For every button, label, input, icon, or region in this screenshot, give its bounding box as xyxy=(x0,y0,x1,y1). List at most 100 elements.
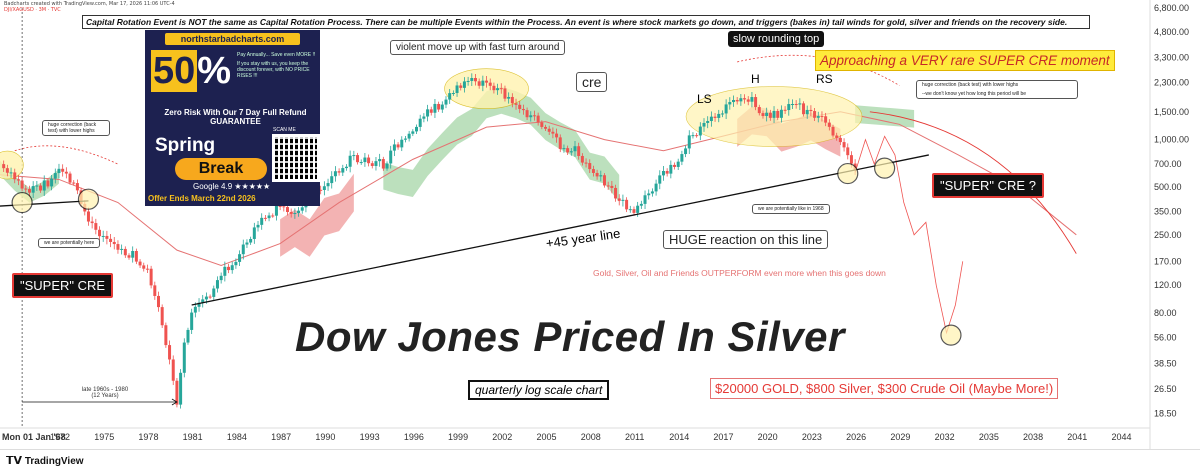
candle-body xyxy=(256,224,260,228)
candle-body xyxy=(223,266,227,276)
candle-body xyxy=(260,217,264,225)
candle-body xyxy=(160,307,164,326)
candle-body xyxy=(50,178,54,187)
candle-body xyxy=(665,170,669,174)
candle-body xyxy=(669,164,673,174)
candle-body xyxy=(98,229,102,237)
candle-body xyxy=(153,285,157,296)
candle-body xyxy=(477,81,481,86)
candle-body xyxy=(614,187,618,199)
candle-body xyxy=(724,104,728,114)
candle-body xyxy=(451,93,455,95)
candle-body xyxy=(625,199,629,210)
candle-body xyxy=(2,164,6,169)
circle-marker xyxy=(837,162,859,185)
candle-body xyxy=(319,189,323,191)
candle-body xyxy=(175,380,179,405)
candle-body xyxy=(415,126,419,132)
candle-body xyxy=(813,111,817,118)
ad-url[interactable]: northstarbadcharts.com xyxy=(165,33,300,45)
spring-break-ad[interactable]: northstarbadcharts.com 50% Pay Annually.… xyxy=(145,30,320,206)
candle-body xyxy=(632,209,636,213)
candle-body xyxy=(134,251,138,262)
candle-body xyxy=(754,97,758,108)
candle-body xyxy=(190,312,194,330)
candle-body xyxy=(757,107,761,114)
x-tick-label: 2035 xyxy=(979,432,999,442)
candle-body xyxy=(650,191,654,194)
candle-body xyxy=(27,189,31,193)
candle-body xyxy=(39,185,43,191)
circle-marker xyxy=(77,188,100,210)
candle-body xyxy=(584,162,588,164)
candle-body xyxy=(215,280,219,289)
candle-body xyxy=(794,104,798,106)
tradingview-brand: TradingView xyxy=(24,456,84,467)
candle-body xyxy=(381,159,385,169)
x-tick-label: 2014 xyxy=(669,432,689,442)
annotation-late60s: late 1960s - 1980 (12 Years) xyxy=(75,387,135,399)
candle-body xyxy=(717,113,721,118)
x-tick-label: 2041 xyxy=(1067,432,1087,442)
candle-body xyxy=(536,115,540,123)
candle-body xyxy=(300,207,304,211)
ad-discount-sign: % xyxy=(197,50,232,92)
candle-body xyxy=(636,205,640,213)
candle-body xyxy=(426,109,430,117)
x-tick-label: 2008 xyxy=(581,432,601,442)
circle-marker xyxy=(940,324,962,346)
candle-body xyxy=(9,172,13,174)
cloud-green-1995 xyxy=(383,86,620,203)
annotation-slow-top: slow rounding top xyxy=(728,31,825,47)
candle-body xyxy=(695,135,699,137)
candle-body xyxy=(241,244,245,255)
candle-body xyxy=(680,154,684,162)
candle-body xyxy=(599,175,603,177)
candle-body xyxy=(16,179,20,181)
candle-body xyxy=(485,80,489,83)
candle-body xyxy=(46,180,50,187)
x-tick-label: 1981 xyxy=(183,432,203,442)
candle-body xyxy=(344,166,348,169)
annotation-super-cre-right: "SUPER" CRE ? xyxy=(932,173,1044,198)
candle-body xyxy=(544,126,548,129)
candle-body xyxy=(286,207,289,212)
candle-body xyxy=(521,108,525,111)
candle-body xyxy=(131,251,135,258)
x-tick-label: 2020 xyxy=(758,432,778,442)
candle-body xyxy=(787,104,791,111)
candle-body xyxy=(31,186,35,193)
annotation-targets: $20000 GOLD, $800 Silver, $300 Crude Oil… xyxy=(710,378,1059,399)
candle-body xyxy=(673,164,677,167)
candle-body xyxy=(289,211,293,214)
annotation-super-cre-left: "SUPER" CRE xyxy=(12,273,114,298)
candle-body xyxy=(790,104,794,106)
candle-body xyxy=(720,113,724,115)
candle-body xyxy=(57,168,61,174)
candle-body xyxy=(702,122,706,127)
candle-body xyxy=(842,142,846,148)
candle-body xyxy=(330,176,334,184)
candle-body xyxy=(35,185,39,187)
candle-body xyxy=(481,80,485,86)
candle-body xyxy=(750,97,754,102)
candle-body xyxy=(691,135,695,137)
label-ls: LS xyxy=(697,92,712,106)
tradingview-logo-icon[interactable]: 𝗧𝗩 TradingView xyxy=(6,454,84,467)
x-tick-label: 1984 xyxy=(227,432,247,442)
annotation-violent: violent move up with fast turn around xyxy=(390,40,566,55)
candle-body xyxy=(403,138,407,140)
header-line-2: DJI/XAGUSD · 3M · TVC xyxy=(4,7,61,13)
y-tick-label: 18.50 xyxy=(1154,409,1177,419)
dont-know-text: --we don't know yet how long this period… xyxy=(922,91,1027,97)
x-tick-label: 2026 xyxy=(846,432,866,442)
candle-body xyxy=(776,110,780,118)
highlight-2000 xyxy=(444,68,529,109)
y-tick-label: 4,800.00 xyxy=(1154,27,1189,37)
highlight-1968 xyxy=(0,150,24,180)
candle-body xyxy=(643,195,647,204)
candle-body xyxy=(768,112,772,118)
candle-body xyxy=(271,215,275,217)
candle-body xyxy=(94,223,98,230)
candle-body xyxy=(422,116,426,119)
